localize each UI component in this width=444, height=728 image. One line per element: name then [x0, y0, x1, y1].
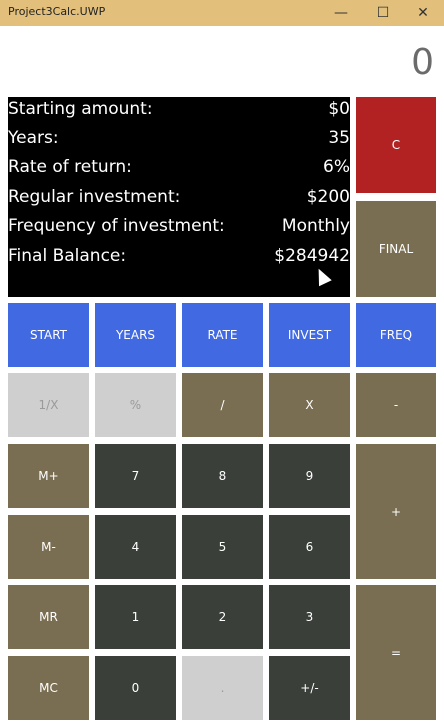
digit-1-button[interactable]: 1: [95, 585, 176, 649]
title-bar: Project3Calc.UWP — ☐ ✕: [0, 0, 444, 26]
start-button[interactable]: START: [8, 303, 89, 367]
digit-5-button[interactable]: 5: [182, 515, 263, 579]
info-value: $200: [306, 187, 350, 207]
memory-clear-button[interactable]: MC: [8, 656, 89, 720]
info-value: $0: [328, 99, 350, 119]
digit-7-button[interactable]: 7: [95, 444, 176, 508]
minimize-button[interactable]: —: [334, 5, 348, 21]
invest-button[interactable]: INVEST: [269, 303, 350, 367]
info-value: 35: [328, 128, 350, 148]
info-row-regular-investment: Regular investment: $200: [8, 185, 350, 211]
info-row-frequency: Frequency of investment: Monthly: [8, 214, 350, 240]
info-row-years: Years: 35: [8, 126, 350, 152]
info-row-starting-amount: Starting amount: $0: [8, 97, 350, 123]
equals-button[interactable]: =: [356, 585, 436, 720]
info-value: $284942: [274, 246, 350, 266]
digit-3-button[interactable]: 3: [269, 585, 350, 649]
final-button[interactable]: FINAL: [356, 201, 436, 297]
info-row-rate: Rate of return: 6%: [8, 155, 350, 181]
memory-add-button[interactable]: M+: [8, 444, 89, 508]
info-row-final-balance: Final Balance: $284942: [8, 244, 350, 270]
info-label: Regular investment:: [8, 187, 181, 207]
close-button[interactable]: ✕: [417, 5, 429, 21]
rate-button[interactable]: RATE: [182, 303, 263, 367]
info-label: Final Balance:: [8, 246, 127, 266]
memory-subtract-button[interactable]: M-: [8, 515, 89, 579]
add-button[interactable]: +: [356, 444, 436, 579]
subtract-button[interactable]: -: [356, 373, 436, 437]
info-value: Monthly: [281, 216, 350, 236]
investment-info-panel: Starting amount: $0 Years: 35 Rate of re…: [8, 97, 350, 297]
info-label: Frequency of investment:: [8, 216, 225, 236]
memory-recall-button[interactable]: MR: [8, 585, 89, 649]
result-display: 0: [411, 42, 434, 83]
reciprocal-button[interactable]: 1/X: [8, 373, 89, 437]
digit-2-button[interactable]: 2: [182, 585, 263, 649]
negate-button[interactable]: +/-: [269, 656, 350, 720]
freq-button[interactable]: FREQ: [356, 303, 436, 367]
multiply-button[interactable]: X: [269, 373, 350, 437]
digit-8-button[interactable]: 8: [182, 444, 263, 508]
info-label: Years:: [8, 128, 59, 148]
digit-4-button[interactable]: 4: [95, 515, 176, 579]
digit-0-button[interactable]: 0: [95, 656, 176, 720]
window-title: Project3Calc.UWP: [8, 5, 106, 18]
info-label: Starting amount:: [8, 99, 153, 119]
info-value: 6%: [323, 157, 350, 177]
info-label: Rate of return:: [8, 157, 132, 177]
digit-9-button[interactable]: 9: [269, 444, 350, 508]
percent-button[interactable]: %: [95, 373, 176, 437]
years-button[interactable]: YEARS: [95, 303, 176, 367]
digit-6-button[interactable]: 6: [269, 515, 350, 579]
decimal-button[interactable]: .: [182, 656, 263, 720]
divide-button[interactable]: /: [182, 373, 263, 437]
clear-button[interactable]: C: [356, 97, 436, 193]
maximize-button[interactable]: ☐: [376, 5, 390, 21]
